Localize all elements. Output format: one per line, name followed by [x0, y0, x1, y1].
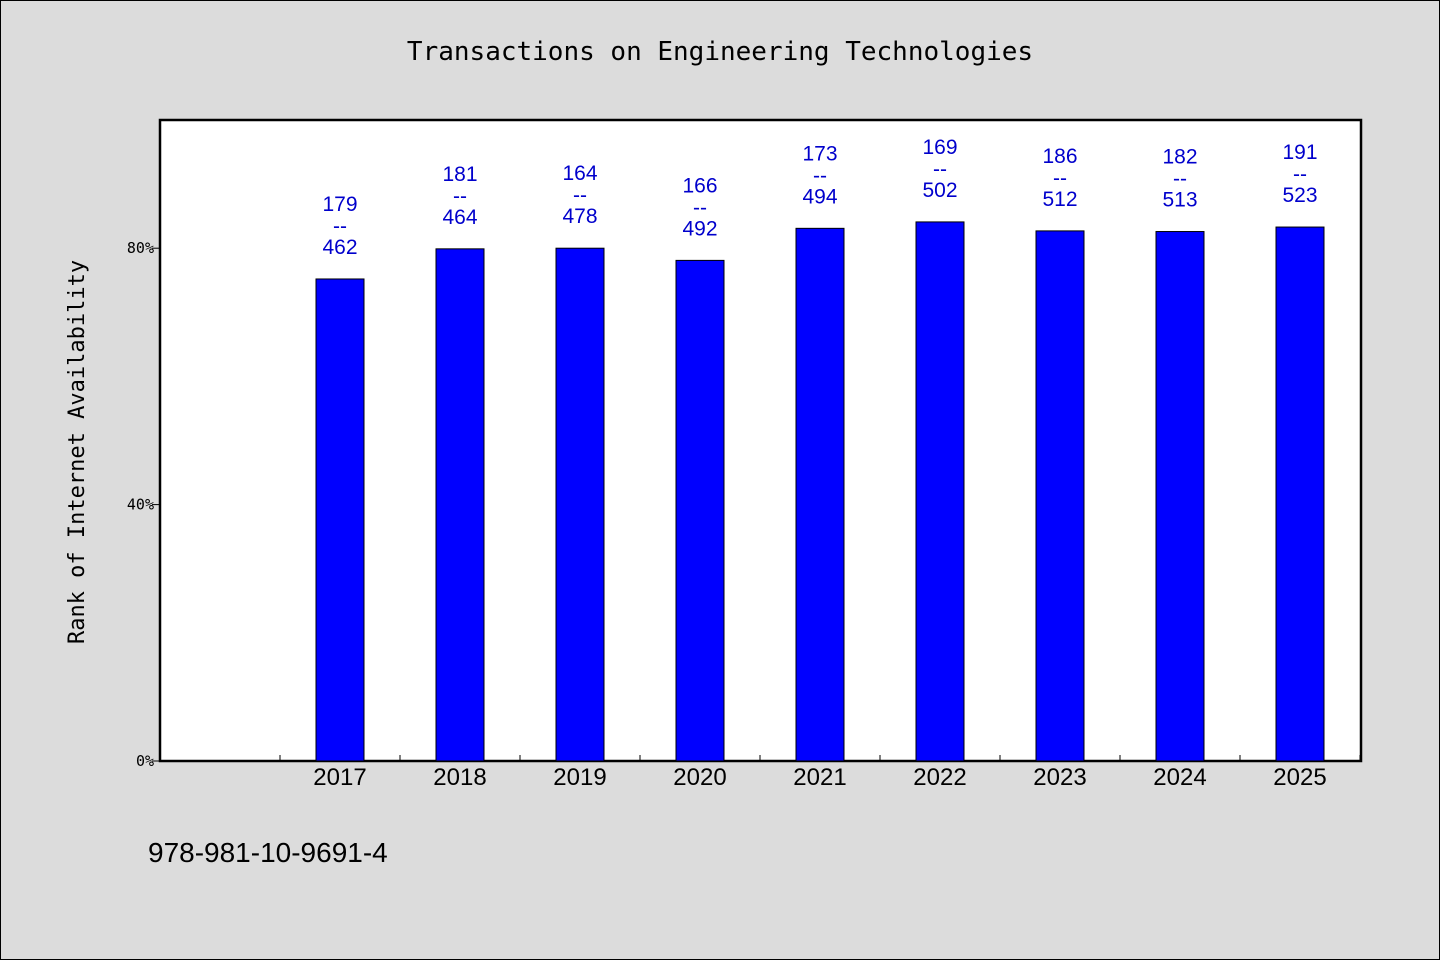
bar-label-separator: --: [1053, 167, 1067, 190]
bar: [315, 278, 365, 762]
bar: [435, 248, 485, 762]
chart-marks: 0%40%80%2017179--4622018181--4642019164-…: [127, 136, 1361, 791]
x-tick-label: 2021: [793, 764, 846, 791]
x-tick-label: 2017: [313, 764, 366, 791]
bar: [1275, 226, 1325, 762]
isbn-text: 978-981-10-9691-4: [148, 837, 388, 868]
bar-label-separator: --: [933, 158, 947, 181]
bar-label-separator: --: [333, 215, 347, 238]
x-tick-label: 2019: [553, 764, 606, 791]
y-tick-label: 0%: [136, 752, 154, 770]
bar: [675, 259, 725, 762]
y-tick-label: 40%: [127, 496, 154, 514]
bar-label-bottom: 478: [562, 205, 597, 228]
y-tick-label: 80%: [127, 239, 154, 257]
bar-label-top: 186: [1042, 145, 1077, 168]
x-tick-label: 2018: [433, 764, 486, 791]
bar-label-bottom: 523: [1282, 184, 1317, 207]
chart-title: Transactions on Engineering Technologies: [407, 37, 1033, 67]
x-tick-label: 2023: [1033, 764, 1086, 791]
bar-label-bottom: 512: [1042, 188, 1077, 211]
bar-label-separator: --: [453, 185, 467, 208]
bar-label-separator: --: [1173, 168, 1187, 191]
bar-label-bottom: 492: [682, 217, 717, 240]
bar-label-bottom: 462: [322, 236, 357, 259]
x-tick-label: 2020: [673, 764, 726, 791]
bar-label-bottom: 464: [442, 206, 477, 229]
bar-label-bottom: 513: [1162, 189, 1197, 212]
bar: [1035, 230, 1085, 762]
bar: [555, 247, 605, 762]
bar-label-top: 179: [322, 193, 357, 216]
bar-label-separator: --: [813, 164, 827, 187]
bar: [795, 227, 845, 762]
bar-label-top: 181: [442, 163, 477, 186]
bar-label-top: 191: [1282, 141, 1317, 164]
bar-label-top: 164: [562, 162, 597, 185]
bar: [915, 221, 965, 762]
bar-label-bottom: 502: [922, 179, 957, 202]
x-tick-label: 2024: [1153, 764, 1206, 791]
y-axis-label: Rank of Internet Availability: [65, 260, 90, 644]
bar-label-separator: --: [1293, 163, 1307, 186]
bar-label-bottom: 494: [802, 185, 837, 208]
bar: [1155, 231, 1205, 762]
bar-label-top: 166: [682, 174, 717, 197]
bar-label-separator: --: [693, 196, 707, 219]
x-tick-label: 2022: [913, 764, 966, 791]
bar-label-top: 173: [802, 142, 837, 165]
bar-label-top: 182: [1162, 146, 1197, 169]
x-tick-label: 2025: [1273, 764, 1326, 791]
bar-label-separator: --: [573, 184, 587, 207]
bar-label-top: 169: [922, 136, 957, 159]
